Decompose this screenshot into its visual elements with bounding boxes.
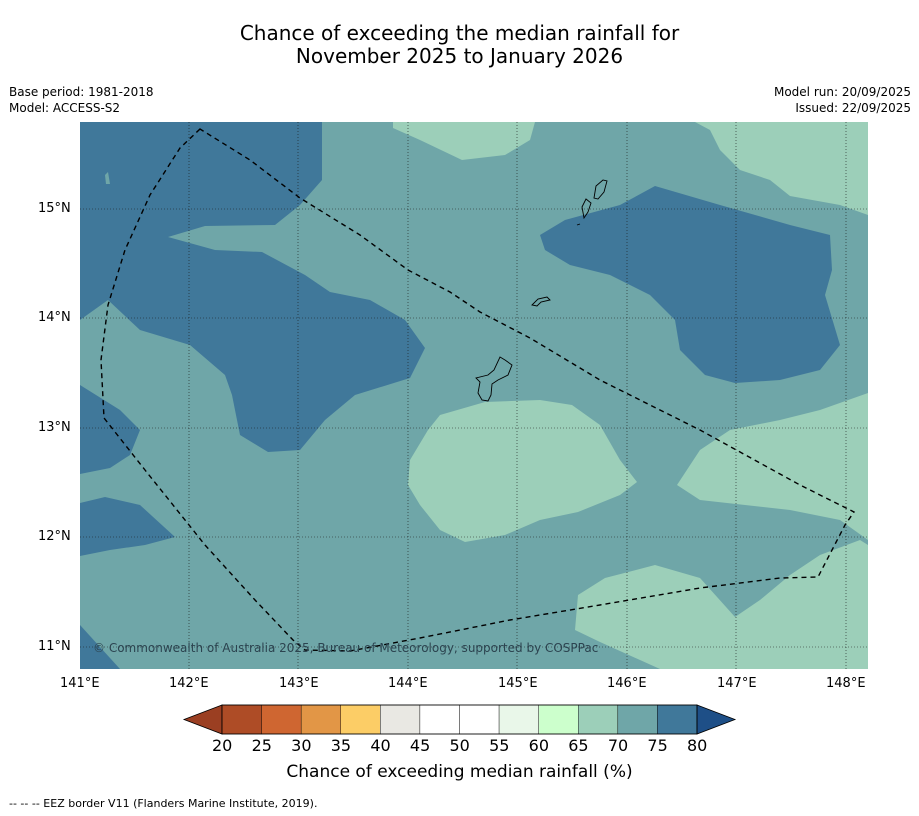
chart-title: Chance of exceeding the median rainfall … bbox=[0, 22, 919, 68]
colorbar-segment bbox=[300, 704, 341, 735]
zone-65-70-center bbox=[408, 400, 637, 542]
gridlines bbox=[80, 122, 868, 669]
colorbar-tick-label: 75 bbox=[647, 736, 668, 755]
model-name: Model: ACCESS-S2 bbox=[9, 101, 121, 115]
colorbar-segment bbox=[498, 704, 539, 735]
issued-date: Issued: 22/09/2025 bbox=[795, 101, 911, 115]
colorbar-segment bbox=[221, 704, 262, 735]
title-line-1: Chance of exceeding the median rainfall … bbox=[239, 21, 680, 45]
zone-75-80-south-west bbox=[80, 625, 120, 669]
zone-75-80-west bbox=[80, 122, 425, 452]
lon-label-146: 146°E bbox=[607, 676, 647, 691]
base-period: Base period: 1981-2018 bbox=[9, 85, 154, 99]
lat-label-12: 12°N bbox=[38, 529, 71, 544]
zone-75-80-small-1 bbox=[80, 385, 140, 474]
colorbar-segment bbox=[617, 704, 658, 735]
lat-label-11: 11°N bbox=[38, 639, 71, 654]
colorbar-outline bbox=[221, 704, 698, 735]
lon-label-147: 147°E bbox=[717, 676, 757, 691]
island-tinian bbox=[581, 198, 592, 220]
zone-65-70-northeast bbox=[695, 122, 868, 215]
zone-65-70-east bbox=[677, 393, 868, 540]
colorbar-tick-label: 70 bbox=[607, 736, 629, 755]
colorbar bbox=[182, 704, 737, 735]
island-rota bbox=[531, 296, 551, 307]
zone-65-70-north bbox=[393, 122, 535, 160]
islands bbox=[475, 179, 608, 402]
colorbar-tick-label: 50 bbox=[449, 736, 470, 755]
lon-label-141: 141°E bbox=[60, 676, 100, 691]
colorbar-tick-label: 45 bbox=[409, 736, 431, 755]
colorbar-tick-label: 40 bbox=[370, 736, 391, 755]
colorbar-segment bbox=[380, 704, 421, 735]
lat-label-14: 14°N bbox=[38, 310, 71, 325]
colorbar-tick-label: 25 bbox=[251, 736, 272, 755]
footnote-eez: -- -- -- EEZ border V11 (Flanders Marine… bbox=[9, 797, 318, 810]
colorbar-segment bbox=[538, 704, 579, 735]
lat-label-15: 15°N bbox=[38, 201, 71, 216]
colorbar-tick-label: 55 bbox=[489, 736, 510, 755]
model-run: Model run: 20/09/2025 bbox=[773, 85, 911, 99]
colorbar-segment bbox=[340, 704, 381, 735]
colorbar-title: Chance of exceeding median rainfall (%) bbox=[286, 762, 633, 782]
map-speck bbox=[105, 172, 110, 184]
colorbar-segment bbox=[261, 704, 302, 735]
meta-left: Base period: 1981-2018 Model: ACCESS-S2 bbox=[9, 84, 154, 116]
lon-label-142: 142°E bbox=[169, 676, 209, 691]
colorbar-segment bbox=[578, 704, 619, 735]
island-guam bbox=[475, 356, 513, 402]
colorbar-over-arrow bbox=[696, 704, 737, 735]
colorbar-tick-label: 35 bbox=[330, 736, 352, 755]
island-aguijan bbox=[576, 223, 581, 226]
colorbar-tick-label: 65 bbox=[568, 736, 589, 755]
zone-75-80-small-2 bbox=[80, 497, 175, 556]
title-line-2: November 2025 to January 2026 bbox=[295, 44, 624, 68]
colorbar-under-arrow bbox=[182, 704, 223, 735]
lat-label-13: 13°N bbox=[38, 420, 71, 435]
lon-label-148: 148°E bbox=[826, 676, 866, 691]
colorbar-tick-label: 60 bbox=[528, 736, 550, 755]
colorbar-segment bbox=[459, 704, 500, 735]
zone-65-70-southeast bbox=[575, 540, 868, 669]
island-saipan bbox=[593, 179, 608, 200]
colorbar-segment bbox=[657, 704, 698, 735]
colorbar-tick-label: 80 bbox=[687, 736, 708, 755]
colorbar-segment bbox=[419, 704, 460, 735]
copyright-notice: © Commonwealth of Australia 2025, Bureau… bbox=[93, 641, 599, 655]
colorbar-tick-label: 30 bbox=[291, 736, 312, 755]
lon-label-145: 145°E bbox=[498, 676, 538, 691]
zone-75-80-east bbox=[540, 186, 840, 383]
colorbar-tick-label: 20 bbox=[212, 736, 233, 755]
lon-label-144: 144°E bbox=[388, 676, 428, 691]
meta-right: Model run: 20/09/2025 Issued: 22/09/2025 bbox=[774, 84, 911, 116]
lon-label-143: 143°E bbox=[279, 676, 319, 691]
eez-border bbox=[100, 128, 856, 652]
